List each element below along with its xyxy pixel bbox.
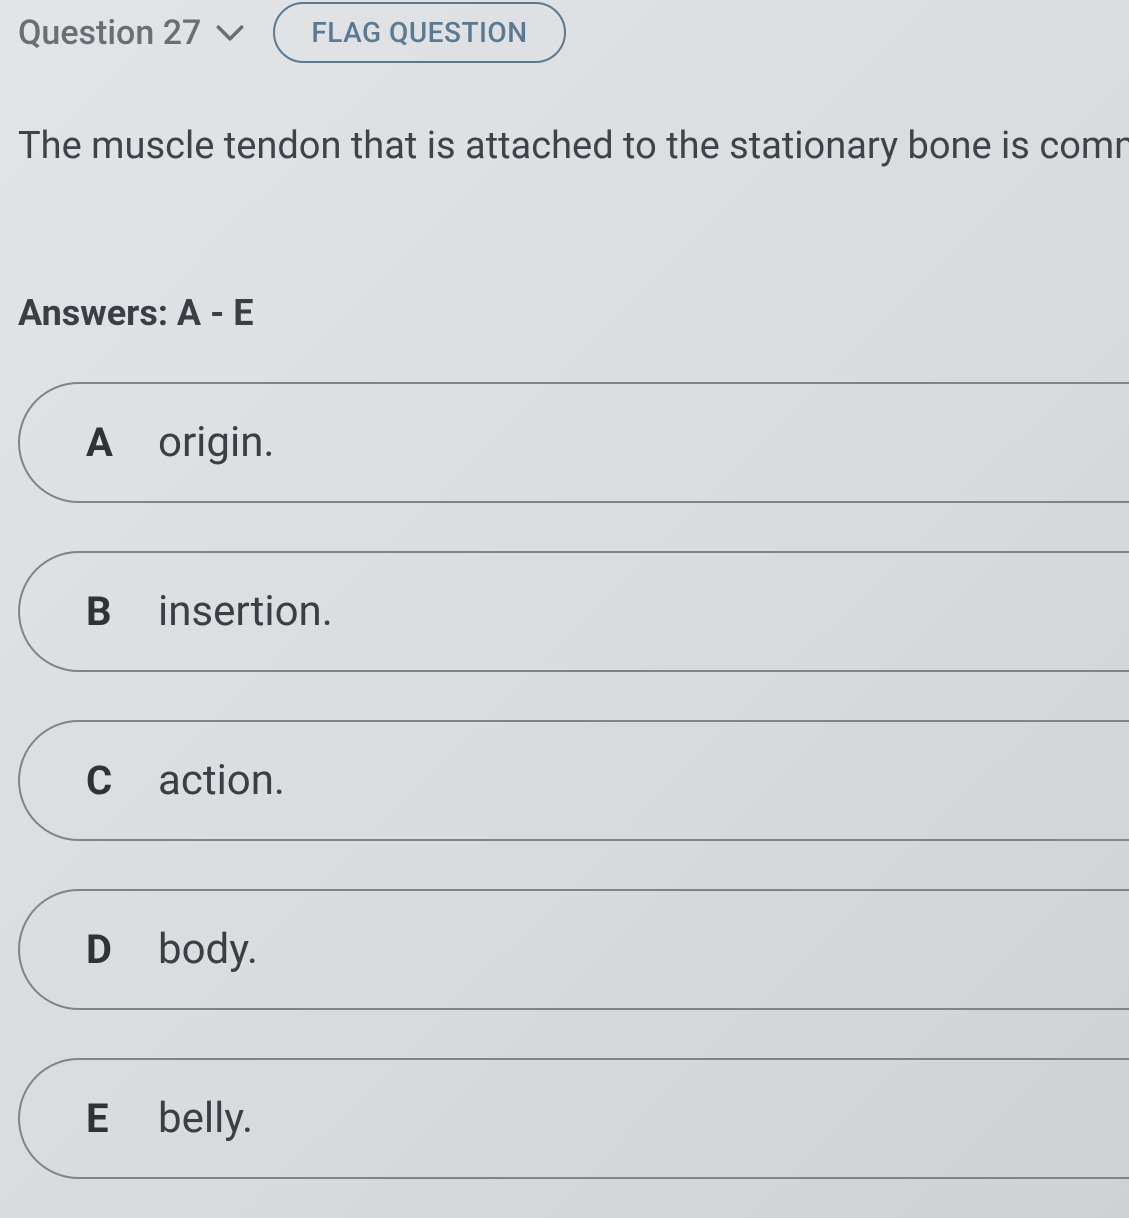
option-letter: A — [86, 419, 120, 466]
question-number-label: Question 27 — [18, 13, 201, 53]
answer-option[interactable]: A origin. — [18, 382, 1129, 503]
answer-option[interactable]: C action. — [18, 720, 1129, 841]
option-text: action. — [158, 756, 285, 805]
question-selector[interactable]: Question 27 — [18, 13, 245, 53]
answers-range-label: Answers: A - E — [18, 292, 1129, 334]
option-letter: B — [86, 588, 120, 635]
answer-option[interactable]: D body. — [18, 889, 1129, 1010]
answer-option[interactable]: B insertion. — [18, 551, 1129, 672]
question-text: The muscle tendon that is attached to th… — [18, 121, 1129, 172]
answer-option[interactable]: E belly. — [18, 1058, 1129, 1179]
answer-options-list: A origin. B insertion. C action. D body.… — [18, 382, 1129, 1179]
chevron-down-icon — [215, 18, 245, 48]
option-text: belly. — [158, 1094, 253, 1143]
quiz-question-panel: Question 27 FLAG QUESTION The muscle ten… — [0, 0, 1129, 1179]
flag-question-button[interactable]: FLAG QUESTION — [273, 2, 565, 63]
option-letter: E — [86, 1095, 120, 1142]
option-text: insertion. — [158, 587, 333, 636]
option-text: origin. — [158, 418, 274, 467]
option-text: body. — [158, 925, 258, 974]
option-letter: D — [86, 926, 120, 973]
question-header: Question 27 FLAG QUESTION — [18, 0, 1129, 63]
option-letter: C — [86, 757, 120, 804]
